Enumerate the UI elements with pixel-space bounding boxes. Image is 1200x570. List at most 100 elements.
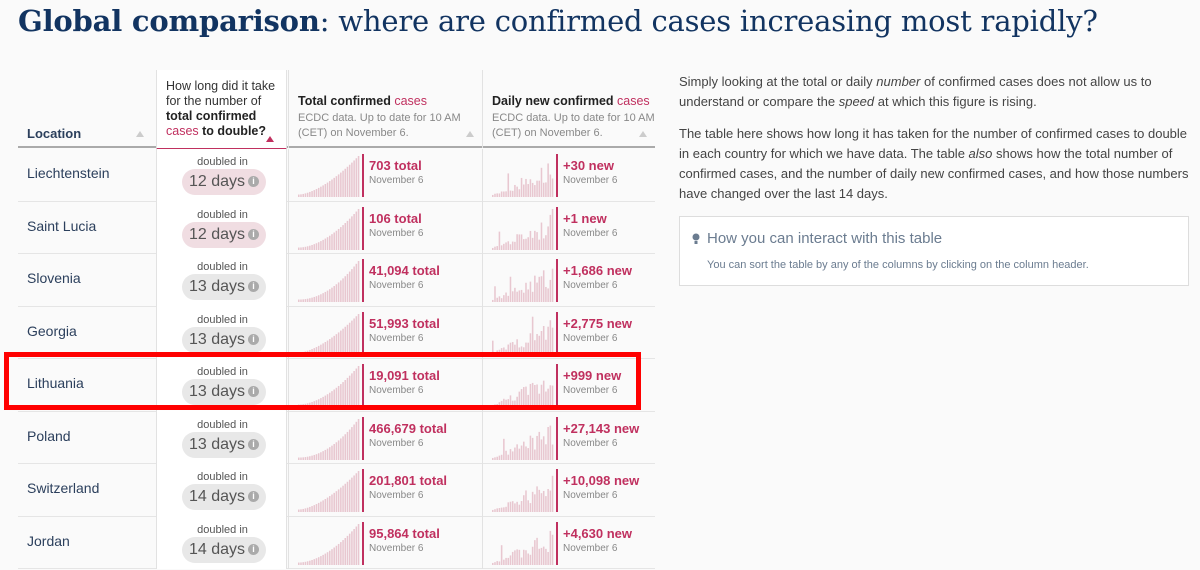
sparkline-current-marker	[362, 311, 364, 355]
sparkline-bar	[306, 245, 309, 250]
sparkline-bar	[313, 505, 316, 512]
sparkline-bar	[545, 234, 547, 250]
sparkline-bar	[331, 494, 333, 512]
sparkline-bar	[529, 332, 532, 355]
sparkline-bar	[348, 533, 351, 565]
sparkline-bar	[496, 245, 498, 250]
sparkline-bar	[315, 400, 318, 407]
info-icon[interactable]: i	[248, 333, 260, 345]
column-header-location[interactable]: Location	[18, 70, 156, 148]
daily-date: November 6	[563, 490, 618, 501]
info-icon[interactable]: i	[248, 176, 260, 187]
sparkline-current-marker	[556, 311, 558, 355]
sparkline-bar	[523, 549, 525, 565]
sparkline-bar	[549, 530, 552, 565]
sparkline-bar	[514, 241, 516, 250]
sparkline-bar	[547, 388, 549, 407]
column-header-doubling[interactable]: How long did it take for the number of t…	[156, 70, 287, 150]
column-header-total[interactable]: Total confirmed cases ECDC data. Up to d…	[288, 70, 482, 148]
sparkline-bar	[331, 548, 333, 565]
sparkline-bar	[514, 400, 516, 407]
sparkline-bar	[496, 349, 498, 355]
sparkline-bar	[333, 335, 335, 355]
daily-date: November 6	[563, 280, 618, 291]
sparkline-bar	[527, 184, 529, 197]
sparkline-bar	[331, 336, 333, 355]
daily-date: November 6	[563, 175, 618, 186]
sparkline-bar	[500, 244, 503, 250]
total-date: November 6	[369, 490, 424, 501]
sparkline-bar	[509, 276, 512, 302]
column-header-daily[interactable]: Daily new confirmed cases ECDC data. Up …	[482, 70, 655, 148]
sparkline-bar	[547, 326, 549, 355]
location-name: Lithuania	[27, 375, 84, 391]
sparkline-bar	[309, 349, 311, 355]
sparkline-bar	[344, 326, 347, 355]
sparkline-bar	[329, 181, 331, 197]
info-icon[interactable]: i	[248, 386, 260, 397]
sparkline-bar	[348, 271, 351, 302]
sparkline-bar	[306, 298, 309, 302]
table-body: Liechtenstein doubled in 12 days i 703 total…	[18, 149, 655, 569]
sparkline-bar	[320, 451, 322, 460]
lightbulb-icon	[692, 233, 700, 244]
sparkline-bar	[313, 347, 316, 355]
sparkline-bar	[514, 287, 516, 302]
info-icon[interactable]: i	[248, 438, 260, 450]
sparkline-bar	[505, 450, 507, 460]
info-icon[interactable]: i	[248, 543, 260, 555]
doubling-days-pill: 12 days i	[182, 169, 267, 195]
sparkline-bar	[527, 447, 529, 460]
sparkline-bar	[317, 345, 320, 355]
table-row: Poland doubled in 13 days i 466,679 total Nov…	[18, 411, 655, 464]
sparkline-bar	[300, 351, 302, 355]
sparkline-bar	[494, 404, 496, 407]
sparkline-bar	[313, 296, 316, 302]
info-icon[interactable]: i	[248, 228, 260, 240]
sparkline-bar	[511, 341, 514, 355]
daily-value: +10,098 new	[563, 473, 640, 488]
sparkline-bar	[538, 393, 541, 407]
sparkline-bar	[520, 501, 523, 512]
sparkline-bar	[324, 553, 327, 565]
sparkline-bar	[331, 445, 333, 460]
sparkline-chart	[492, 416, 558, 460]
sparkline-bar	[355, 368, 358, 407]
sparkline-bar	[494, 246, 496, 250]
sparkline-bar	[547, 488, 549, 512]
sparkline-bar	[518, 189, 521, 197]
sparkline-bar	[542, 546, 545, 565]
sparkline-bar	[507, 173, 510, 197]
sparkline-bar	[298, 299, 300, 302]
sparkline-bar	[306, 507, 309, 512]
sparkline-chart	[298, 154, 364, 197]
sparkline-bar	[531, 382, 534, 407]
info-icon[interactable]: i	[248, 281, 260, 292]
total-date: November 6	[369, 332, 424, 344]
sparkline-bar	[509, 342, 512, 355]
location-name: Switzerland	[27, 480, 100, 496]
sparkline-bar	[545, 391, 547, 407]
sparkline-bar	[531, 237, 534, 250]
sparkline-bar	[353, 317, 355, 355]
total-date: November 6	[369, 437, 424, 449]
sparkline-bar	[505, 557, 507, 565]
sparkline-bar	[322, 396, 324, 407]
sparkline-bar	[525, 282, 527, 302]
sparkline-bar	[346, 273, 349, 302]
sparkline-bar	[298, 247, 300, 250]
sparkline-bar	[534, 275, 536, 302]
sparkline-bar	[322, 342, 324, 355]
sparkline-bar	[329, 289, 331, 302]
sparkline-bar	[496, 560, 498, 565]
location-name: Georgia	[27, 322, 77, 339]
sparkline-bar	[315, 296, 318, 302]
sparkline-bar	[492, 299, 494, 302]
sparkline-bar	[335, 176, 338, 197]
sparkline-bar	[536, 384, 538, 407]
daily-value: +1 new	[563, 210, 607, 226]
sparkline-bar	[520, 445, 523, 460]
sparkline-bar	[540, 167, 543, 197]
info-icon[interactable]: i	[248, 491, 260, 502]
sparkline-bar	[549, 214, 552, 250]
